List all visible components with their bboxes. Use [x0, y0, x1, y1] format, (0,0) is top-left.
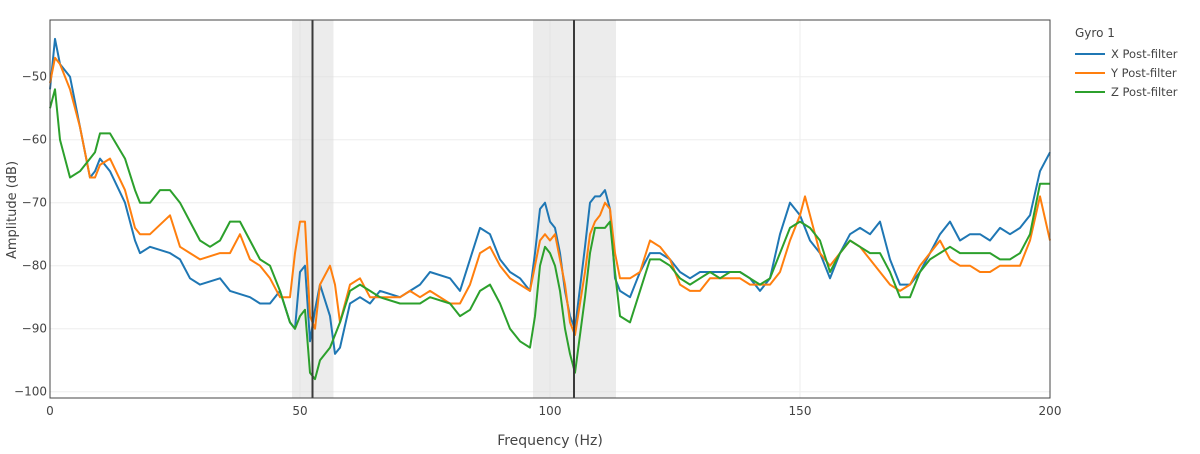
legend-swatch: [1075, 71, 1105, 74]
legend-item[interactable]: X Post-filter: [1075, 44, 1178, 63]
plot-frame: [49, 19, 1051, 399]
legend-item[interactable]: Z Post-filter: [1075, 82, 1178, 101]
y-tick-label: −70: [22, 196, 47, 210]
y-tick-label: −50: [22, 70, 47, 84]
legend-swatch: [1075, 90, 1105, 93]
x-tick-label: 50: [292, 404, 307, 418]
legend-items: X Post-filter Y Post-filter Z Post-filter: [1075, 44, 1178, 101]
y-tick-label: −100: [14, 385, 47, 399]
x-axis-label: Frequency (Hz): [497, 433, 603, 449]
x-tick-label: 0: [46, 404, 54, 418]
y-tick-label: −60: [22, 133, 47, 147]
x-tick-label: 150: [789, 404, 812, 418]
series-layer: [49, 37, 1051, 381]
tick-layer: 0 50 100 150 200 −100 −90 −80 −70 −60 −50: [14, 70, 1061, 418]
x-tick-label: 100: [539, 404, 562, 418]
legend-title: Gyro 1: [1075, 26, 1115, 40]
y-axis-label: Amplitude (dB): [5, 161, 20, 259]
legend-label: X Post-filter: [1111, 46, 1178, 61]
marker-layer: [311, 20, 575, 398]
series-line-y-post-filter: [49, 56, 1051, 336]
legend-label: Y Post-filter: [1111, 65, 1177, 80]
series-line-z-post-filter: [49, 88, 1050, 381]
legend-swatch: [1075, 52, 1105, 55]
legend-label: Z Post-filter: [1111, 84, 1178, 99]
y-tick-label: −90: [22, 322, 47, 336]
legend-item[interactable]: Y Post-filter: [1075, 63, 1178, 82]
x-tick-label: 200: [1039, 404, 1062, 418]
series-line-x-post-filter: [49, 37, 1051, 355]
y-tick-label: −80: [22, 259, 47, 273]
legend: Gyro 1 X Post-filter Y Post-filter Z Post-…: [1075, 26, 1178, 101]
